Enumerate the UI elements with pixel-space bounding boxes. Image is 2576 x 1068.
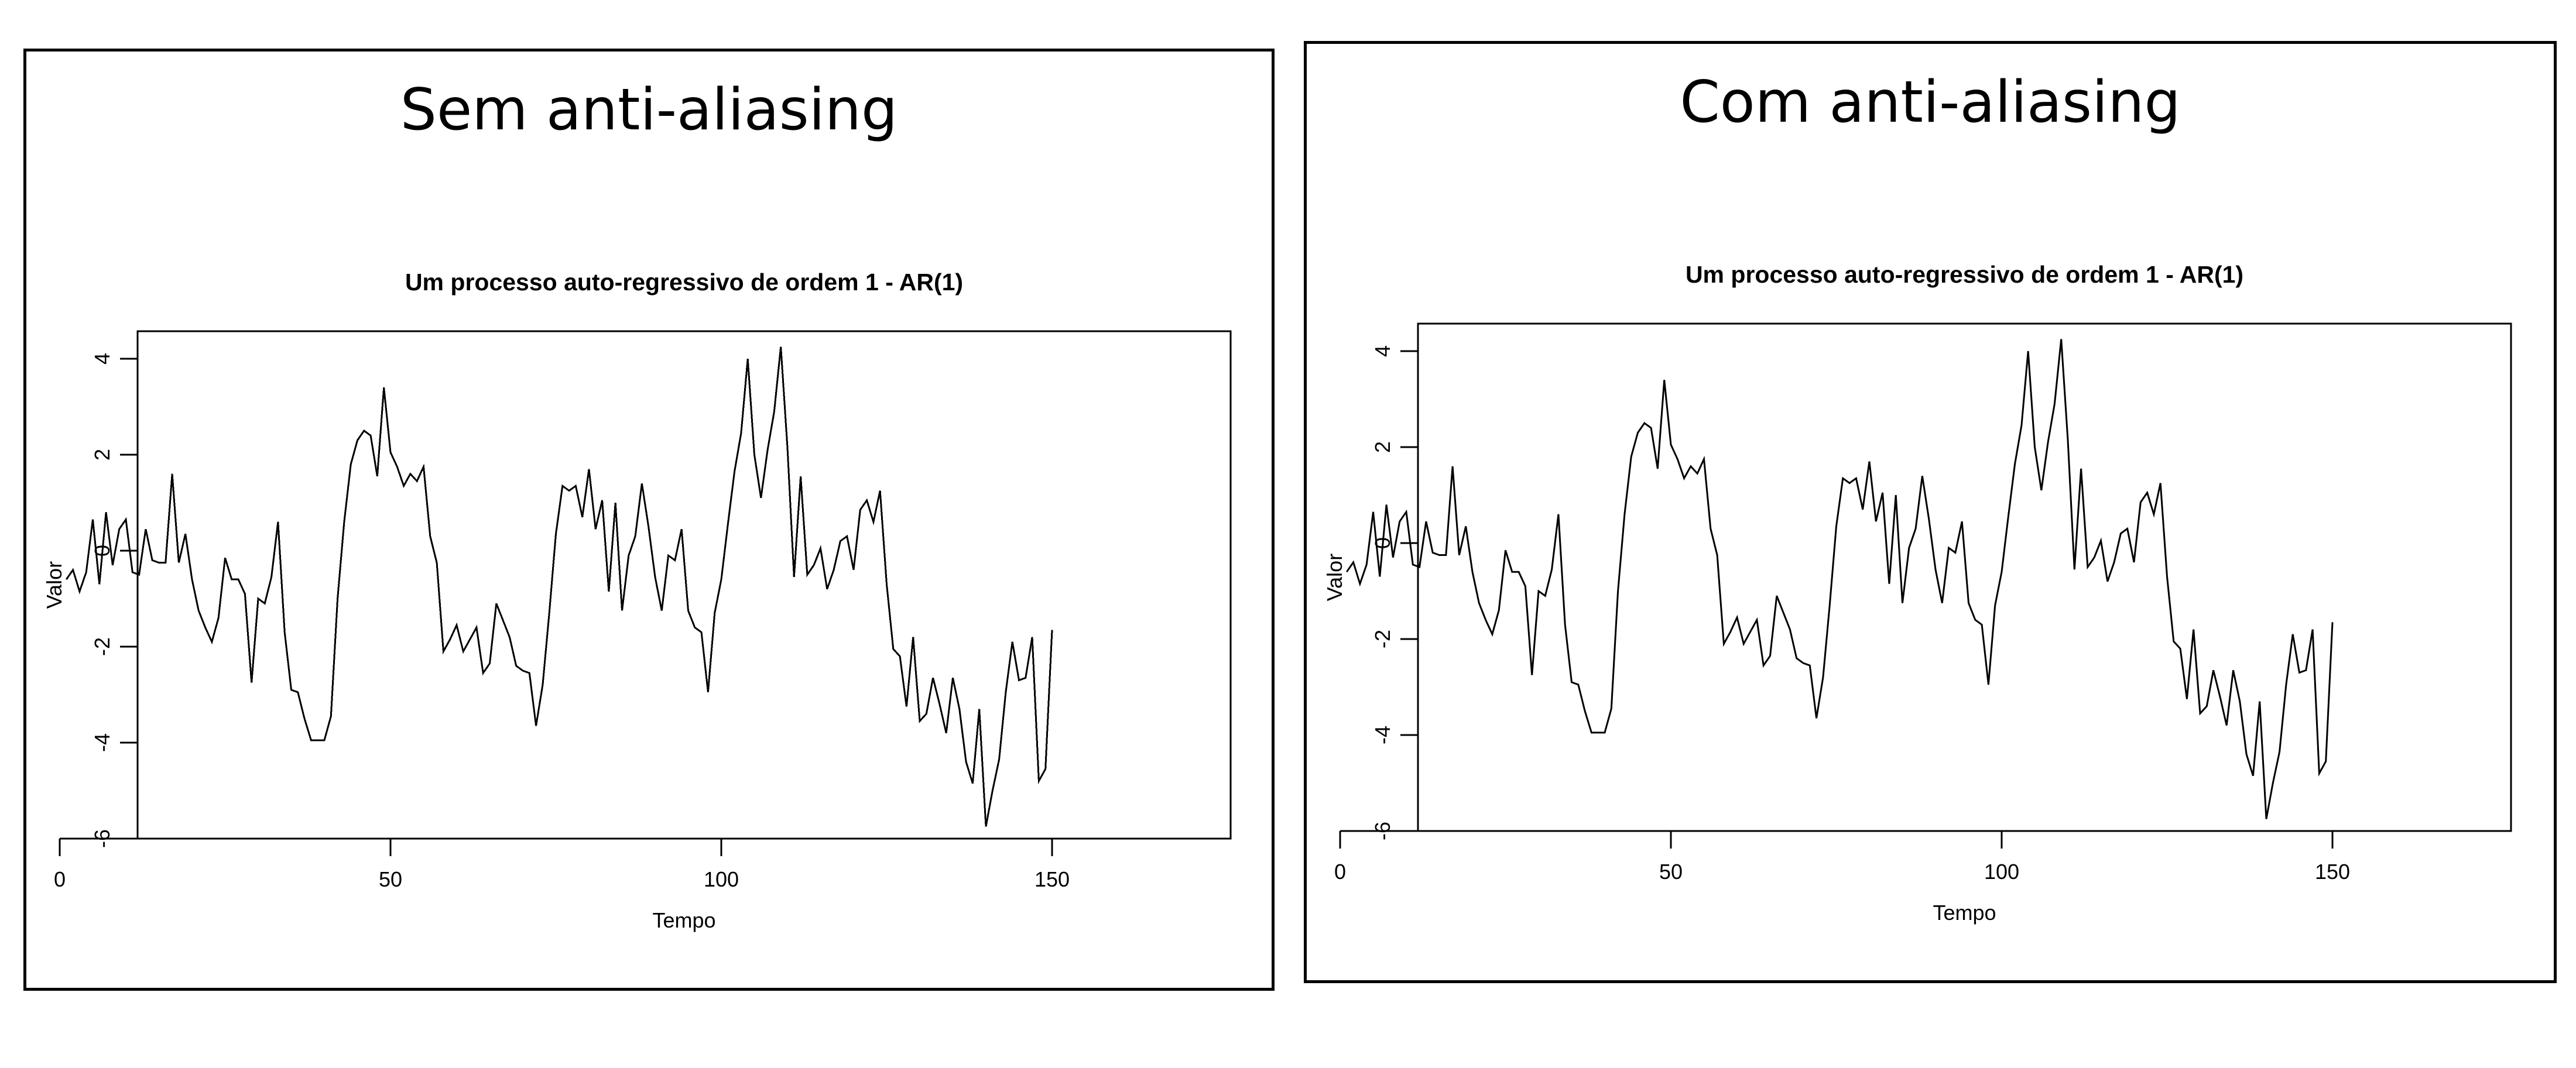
x-tick-label: 100 — [704, 867, 739, 891]
y-tick-label: -4 — [1371, 726, 1395, 744]
x-tick-label: 50 — [379, 867, 402, 891]
y-tick-label: -6 — [1371, 822, 1395, 840]
x-axis-label: Tempo — [652, 908, 715, 932]
panel-title: Com anti-aliasing — [1680, 69, 2181, 136]
ar1-chart: Um processo auto-regressivo de ordem 1 -… — [42, 269, 1232, 932]
panel-sem-anti-aliasing: Sem anti-aliasing Um processo auto-regre… — [23, 49, 1275, 991]
y-tick-label: 2 — [90, 449, 114, 461]
y-tick-label: -2 — [90, 637, 114, 656]
chart-title: Um processo auto-regressivo de ordem 1 -… — [405, 269, 963, 296]
y-tick-label: -2 — [1371, 630, 1395, 648]
y-axis-label: Valor — [42, 561, 66, 609]
y-tick-label: 2 — [1371, 441, 1395, 453]
x-tick-label: 50 — [1659, 860, 1683, 884]
y-tick-label: 4 — [90, 353, 114, 365]
y-tick-label: -6 — [90, 829, 114, 848]
x-tick-label: 100 — [1984, 860, 2019, 884]
plot-frame — [136, 330, 1232, 840]
x-axis-label: Tempo — [1933, 901, 1996, 925]
x-tick-label: 150 — [1034, 867, 1070, 891]
ar1-chart: Um processo auto-regressivo de ordem 1 -… — [1323, 261, 2512, 925]
x-tick-label: 150 — [2315, 860, 2350, 884]
chart-title: Um processo auto-regressivo de ordem 1 -… — [1686, 261, 2243, 288]
x-tick-label: 0 — [1334, 860, 1346, 884]
y-tick-label: -4 — [90, 733, 114, 752]
series-line — [1346, 339, 2334, 819]
x-tick-label: 0 — [54, 867, 66, 891]
series-line — [66, 346, 1053, 827]
panel-com-anti-aliasing: Com anti-aliasing Um processo auto-regre… — [1304, 41, 2557, 983]
y-axis-label: Valor — [1323, 554, 1347, 601]
panel-title: Sem anti-aliasing — [400, 77, 898, 143]
plot-frame — [1417, 322, 2512, 832]
y-tick-label: 4 — [1371, 345, 1395, 357]
